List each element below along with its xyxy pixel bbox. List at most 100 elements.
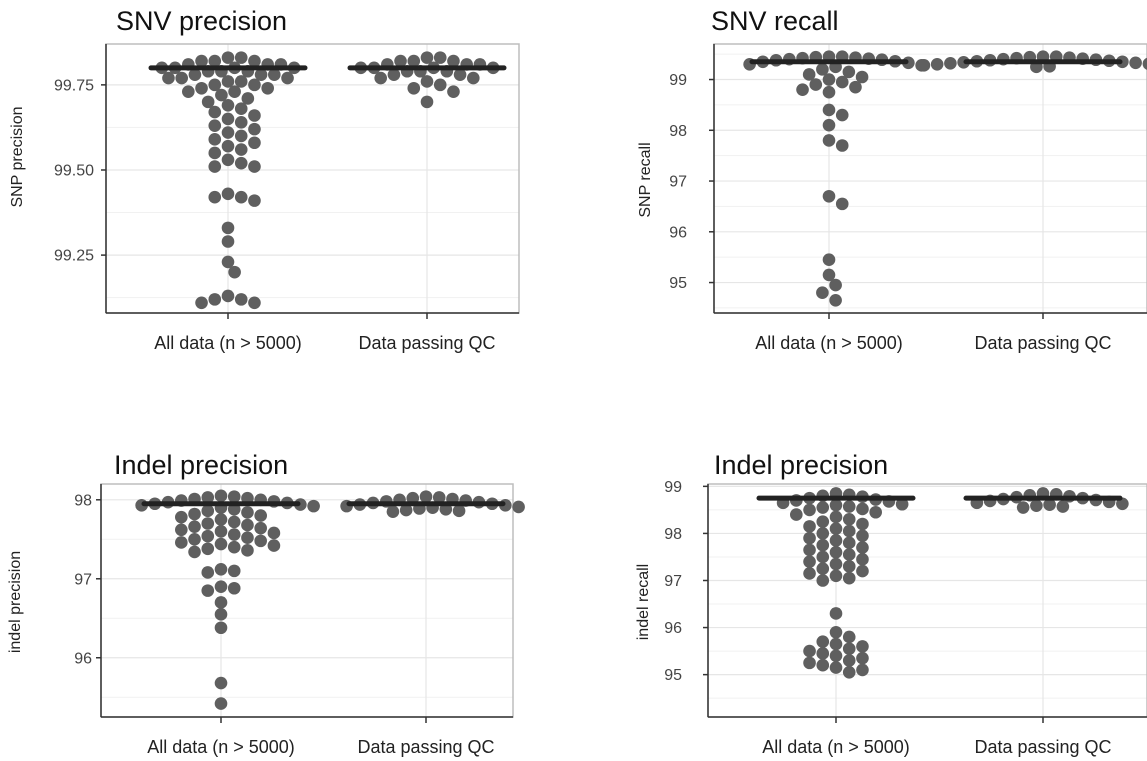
data-point [195, 296, 208, 310]
data-point [842, 536, 856, 550]
data-point [228, 85, 241, 98]
data-point [835, 75, 849, 89]
data-point [234, 190, 248, 204]
data-point [829, 510, 843, 524]
data-point [803, 555, 816, 568]
data-point [254, 521, 267, 535]
data-point [208, 190, 222, 204]
data-point [842, 65, 856, 79]
data-point [214, 537, 228, 551]
data-point [829, 649, 843, 663]
x-tick-label: All data (n > 5000) [147, 737, 295, 757]
data-point [188, 545, 201, 559]
data-point [829, 661, 843, 674]
data-point [432, 491, 446, 504]
data-point [869, 505, 882, 519]
data-point [407, 81, 421, 95]
data-point [386, 505, 400, 518]
data-point [175, 71, 188, 85]
data-point [822, 268, 836, 282]
data-point [227, 540, 241, 554]
data-point [221, 126, 235, 139]
y-tick-label: 99.25 [54, 248, 94, 265]
data-point [241, 506, 254, 519]
data-point [803, 567, 816, 580]
data-point [829, 294, 842, 307]
data-point [208, 133, 222, 146]
data-point [188, 520, 201, 533]
data-point [399, 503, 413, 517]
data-point [803, 531, 816, 545]
data-point [802, 68, 816, 81]
data-point [201, 529, 215, 543]
data-point [835, 197, 849, 211]
data-point [188, 532, 201, 546]
y-tick-label: 99.50 [54, 162, 94, 179]
data-point [228, 265, 241, 279]
data-point [1056, 500, 1070, 513]
data-point [822, 85, 836, 99]
data-point [248, 136, 261, 150]
data-point [829, 498, 843, 512]
data-point [420, 95, 434, 109]
data-point [816, 574, 830, 587]
data-point [816, 658, 830, 672]
data-point [829, 278, 842, 292]
data-point [512, 500, 525, 514]
data-point [822, 189, 836, 203]
chart-panel: 95 96 97 98 99 All data (n > 5000) Data passin… [635, 450, 1147, 757]
data-point [856, 541, 869, 554]
data-point [796, 83, 809, 96]
data-point [248, 296, 261, 310]
data-point [267, 526, 281, 540]
y-tick-label: 99 [664, 479, 682, 496]
data-point [234, 102, 248, 115]
data-point [208, 293, 222, 306]
y-axis-label: indel precision [7, 551, 24, 653]
data-point [201, 95, 215, 109]
y-tick-label: 98 [669, 123, 687, 140]
data-point [944, 56, 957, 70]
y-tick-label: 98 [74, 492, 92, 509]
data-point [856, 640, 869, 653]
data-point [214, 525, 228, 538]
y-axis-label: SNP precision [9, 106, 26, 207]
data-point [261, 81, 274, 95]
data-point [816, 527, 830, 540]
y-tick-label: 98 [664, 526, 682, 543]
data-point [816, 515, 830, 528]
data-point [214, 608, 228, 621]
data-point [227, 581, 241, 595]
plot-area [101, 484, 513, 717]
data-point [201, 517, 215, 530]
data-point [201, 566, 215, 579]
data-point [248, 54, 261, 68]
data-point [208, 160, 222, 173]
data-point [1016, 501, 1030, 514]
data-point [394, 54, 407, 68]
data-point [822, 134, 836, 147]
x-tick-label: Data passing QC [357, 737, 494, 757]
chart-title: Indel precision [114, 450, 288, 480]
data-point [829, 522, 843, 536]
y-tick-label: 97 [664, 573, 682, 590]
data-point [208, 105, 222, 119]
data-point [822, 118, 836, 132]
data-point [855, 70, 869, 84]
x-tick-label: Data passing QC [358, 333, 495, 353]
data-point [803, 656, 816, 670]
x-tick-label: All data (n > 5000) [762, 737, 910, 757]
data-point [835, 108, 849, 122]
data-point [214, 489, 228, 503]
data-point [254, 534, 267, 548]
chart-title: Indel precision [714, 450, 888, 480]
data-point [842, 548, 856, 561]
data-point [221, 289, 235, 303]
data-point [227, 564, 241, 578]
data-point [816, 550, 830, 564]
data-point [917, 59, 931, 72]
data-point [803, 543, 816, 557]
data-point [816, 501, 830, 514]
data-point [195, 54, 208, 68]
data-point [829, 545, 843, 559]
